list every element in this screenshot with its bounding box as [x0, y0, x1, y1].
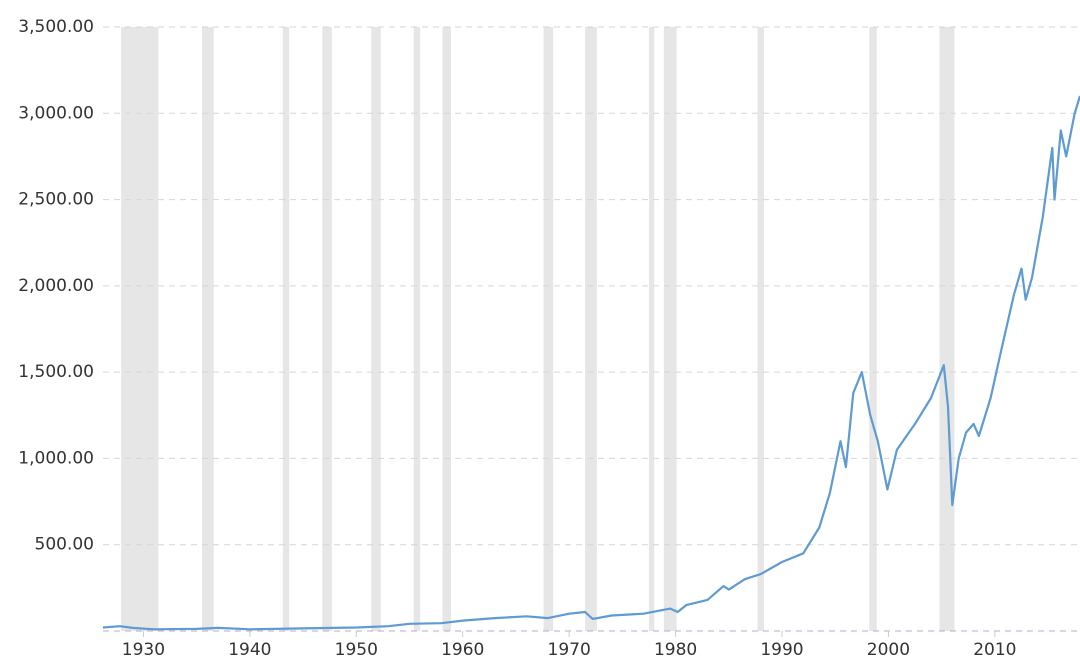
x-tick-label: 1950: [335, 640, 378, 660]
recession-band: [442, 27, 452, 631]
x-tick-label: 2000: [867, 640, 910, 660]
recession-band: [757, 27, 764, 631]
recession-band: [663, 27, 677, 631]
recession-band: [121, 27, 159, 631]
x-tick-label: 1990: [760, 640, 803, 660]
x-tick-label: 1940: [228, 640, 271, 660]
recession-band: [648, 27, 655, 631]
x-tick-label: 1960: [441, 640, 484, 660]
recession-band: [413, 27, 421, 631]
y-tick-label: 1,000.00: [18, 448, 94, 468]
recession-band: [585, 27, 597, 631]
x-tick-label: 1980: [654, 640, 697, 660]
y-tick-label: 3,500.00: [18, 17, 94, 37]
y-tick-label: 2,000.00: [18, 276, 94, 296]
x-tick-label: 1930: [122, 640, 165, 660]
recession-band: [543, 27, 554, 631]
recession-band: [869, 27, 877, 631]
recession-band: [939, 27, 955, 631]
x-tick-label: 2010: [973, 640, 1016, 660]
y-tick-label: 3,000.00: [18, 103, 94, 123]
recession-band: [282, 27, 290, 631]
recession-band: [201, 27, 214, 631]
recession-band: [322, 27, 332, 631]
recession-band: [371, 27, 381, 631]
x-tick-label: 1970: [548, 640, 591, 660]
y-tick-label: 1,500.00: [18, 362, 94, 382]
y-tick-label: 500.00: [35, 535, 94, 555]
y-tick-label: 2,500.00: [18, 190, 94, 210]
price-line: [102, 95, 1080, 631]
